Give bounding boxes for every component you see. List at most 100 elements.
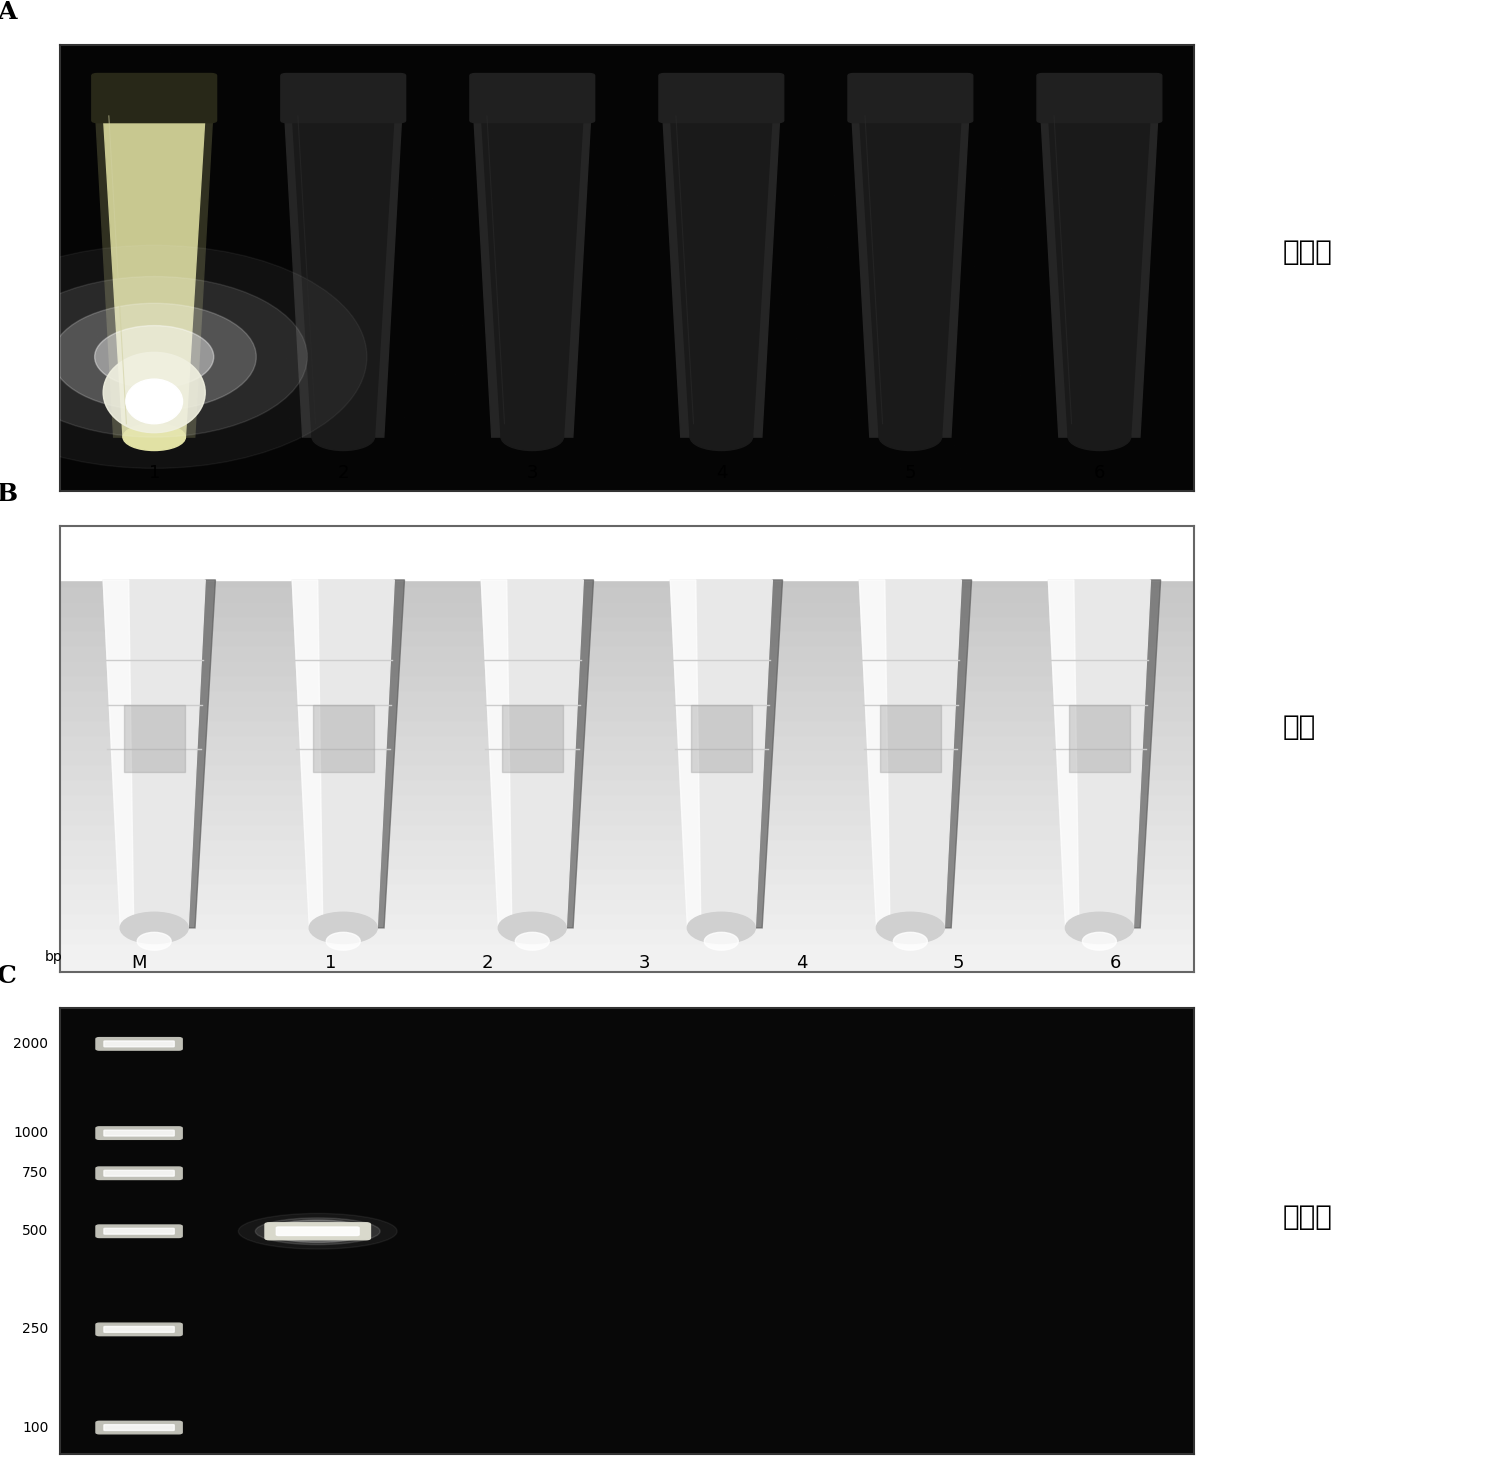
Point [816, 1258, 840, 1282]
Point [1022, 1331, 1046, 1355]
Point [636, 1031, 659, 1055]
Point [612, 291, 636, 315]
Point [1173, 108, 1197, 132]
Point [372, 1128, 395, 1152]
Point [521, 1373, 545, 1396]
Point [1004, 1235, 1028, 1258]
Point [795, 86, 819, 110]
Point [518, 1128, 542, 1152]
Point [746, 387, 770, 411]
Point [800, 1336, 824, 1359]
Point [612, 1177, 636, 1201]
Point [989, 303, 1013, 326]
Point [768, 1370, 792, 1393]
Polygon shape [859, 580, 889, 928]
Point [909, 1339, 932, 1362]
Point [983, 1000, 1007, 1024]
Point [204, 174, 228, 197]
Point [1170, 1209, 1194, 1233]
Point [154, 1064, 178, 1088]
Point [367, 1261, 391, 1285]
Point [184, 269, 207, 292]
Point [98, 1033, 122, 1057]
Point [160, 1405, 184, 1429]
Point [1065, 1110, 1089, 1134]
Point [759, 338, 783, 362]
Point [218, 432, 242, 456]
Point [79, 1407, 103, 1431]
Point [503, 1402, 527, 1426]
Point [1026, 82, 1050, 105]
Point [750, 212, 774, 236]
Point [628, 1153, 652, 1177]
Point [439, 1434, 463, 1457]
Point [822, 1128, 846, 1152]
Point [1152, 1431, 1176, 1454]
Point [691, 217, 715, 240]
Point [224, 1037, 248, 1061]
Point [503, 53, 527, 77]
Point [652, 475, 676, 499]
Point [728, 1254, 752, 1278]
Point [100, 82, 124, 105]
Point [173, 1211, 197, 1235]
Point [194, 1303, 218, 1327]
Point [312, 331, 336, 355]
Point [892, 1152, 916, 1175]
Point [730, 1177, 753, 1201]
Point [78, 61, 101, 85]
Point [983, 1138, 1007, 1162]
Point [600, 1287, 624, 1310]
Point [406, 1266, 430, 1290]
Point [1097, 1251, 1120, 1275]
Point [932, 218, 956, 242]
Point [980, 1367, 1004, 1391]
Point [76, 275, 100, 298]
Point [542, 1260, 565, 1284]
Point [674, 450, 698, 473]
Point [604, 1199, 628, 1223]
Point [1068, 1171, 1092, 1195]
Point [850, 1223, 874, 1247]
Point [322, 126, 346, 150]
Point [1077, 364, 1101, 387]
Point [883, 1345, 907, 1368]
Point [112, 1172, 136, 1196]
Point [797, 240, 821, 264]
Point [822, 1350, 846, 1374]
Point [537, 475, 561, 499]
Point [1015, 1258, 1038, 1282]
Point [1116, 59, 1140, 83]
Point [533, 1066, 557, 1089]
Point [72, 1373, 95, 1396]
Point [342, 424, 366, 448]
Point [298, 1303, 322, 1327]
Point [372, 276, 395, 300]
Point [407, 292, 431, 316]
Point [931, 1080, 955, 1104]
Point [758, 371, 782, 395]
Point [558, 251, 582, 275]
Point [1179, 229, 1203, 252]
Point [425, 1212, 449, 1236]
Point [924, 1269, 947, 1293]
Point [1085, 407, 1109, 430]
Point [962, 364, 986, 387]
Point [1055, 1275, 1079, 1298]
Point [551, 1110, 574, 1134]
Point [206, 286, 230, 310]
Point [916, 1379, 940, 1402]
Point [810, 1404, 834, 1428]
Point [509, 1386, 533, 1410]
Point [369, 1110, 392, 1134]
Point [154, 442, 178, 466]
Point [512, 110, 536, 134]
Point [889, 1324, 913, 1347]
Point [366, 999, 389, 1022]
Point [533, 1135, 557, 1159]
Point [846, 1233, 870, 1257]
Point [483, 145, 507, 169]
Point [466, 338, 489, 362]
Point [491, 1368, 515, 1392]
Point [433, 110, 457, 134]
